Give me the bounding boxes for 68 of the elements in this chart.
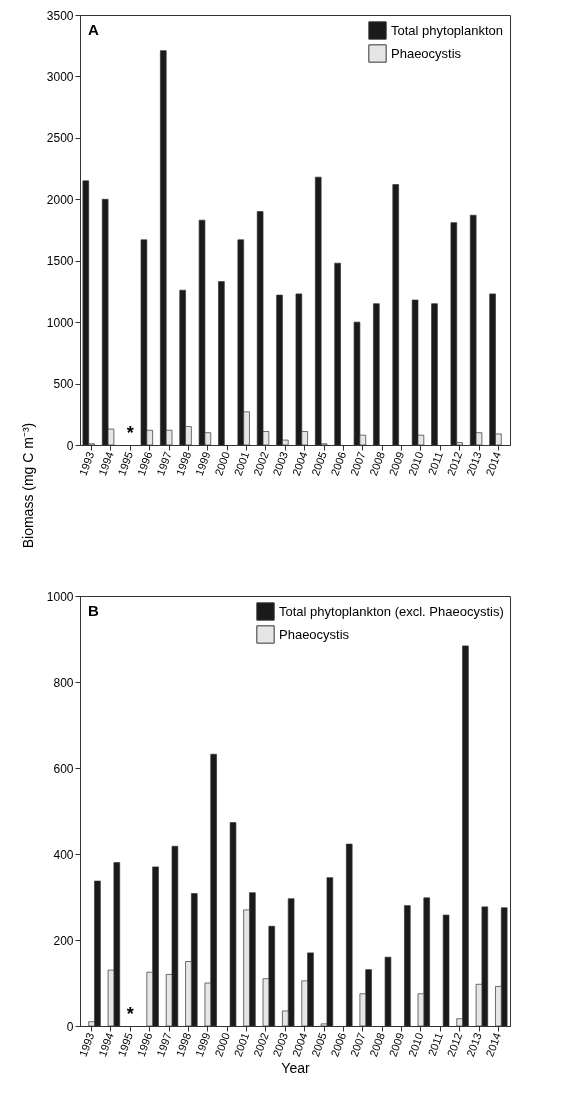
x-tick-label: 2000 [212, 450, 232, 478]
x-tick-label: 2009 [386, 450, 407, 478]
y-tick-label: 1000 [46, 315, 74, 330]
x-tick-label: 2008 [367, 1031, 387, 1059]
x-tick-label: 2012 [444, 450, 465, 478]
x-tick-label: 2009 [386, 1031, 407, 1059]
y-tick-label: 1500 [46, 254, 74, 269]
x-tick-label: 1994 [96, 1031, 116, 1059]
y-tick-label: 200 [53, 933, 74, 948]
x-tick-label: 2003 [270, 1031, 291, 1059]
x-tick-label: 1994 [96, 450, 116, 478]
x-tick-label: 2007 [347, 450, 368, 478]
chart-title: A [88, 21, 99, 38]
y-tick-label: 800 [53, 675, 74, 690]
annotation: * [126, 1004, 134, 1024]
x-tick-label: 2011 [425, 1031, 445, 1058]
x-tick-label: 1996 [134, 450, 155, 478]
x-tick-label: 1997 [154, 1031, 174, 1059]
y-tick-label: 2500 [46, 131, 74, 146]
y-tick-label: 1000 [46, 589, 74, 604]
x-tick-label: 2014 [483, 1031, 504, 1059]
legend-label: Total phytoplankton (excl. Phaeocystis) [279, 603, 504, 619]
x-tick-label: 1999 [192, 450, 213, 478]
y-tick-label: 3000 [46, 69, 74, 84]
x-tick-label: 2010 [405, 1031, 426, 1059]
x-tick-label: 1998 [173, 450, 194, 478]
x-tick-label: 2006 [328, 450, 349, 478]
x-tick-label: 2007 [347, 1031, 368, 1059]
x-tick-label: 1993 [76, 1031, 97, 1059]
x-tick-label: 2001 [231, 1031, 252, 1059]
y-axis-title: Biomass (mg C m⁻³) [19, 422, 36, 549]
x-tick-label: 2005 [309, 450, 329, 478]
x-tick-label: 2004 [289, 1031, 310, 1059]
x-tick-label: 1998 [173, 1031, 194, 1059]
x-tick-label: 2014 [483, 450, 504, 478]
x-axis-title: Year [281, 1060, 310, 1077]
y-tick-label: 500 [53, 377, 74, 392]
x-tick-label: 2006 [328, 1031, 349, 1059]
x-tick-label: 1995 [115, 1031, 136, 1059]
y-tick-label: 600 [53, 761, 74, 776]
y-tick-label: 3500 [46, 8, 74, 23]
legend-label: Total phytoplankton [391, 22, 504, 38]
y-tick-label: 0 [66, 438, 74, 453]
x-tick-label: 2013 [464, 450, 484, 478]
x-tick-label: 1997 [154, 450, 174, 478]
x-tick-label: 2011 [425, 450, 445, 477]
chart-title: B [88, 602, 99, 619]
annotation: * [126, 423, 134, 443]
x-tick-label: 2002 [250, 1031, 271, 1059]
x-tick-label: 2004 [289, 450, 310, 478]
x-tick-label: 2003 [270, 450, 291, 478]
x-tick-label: 1996 [134, 1031, 155, 1059]
x-tick-label: 2001 [231, 450, 252, 478]
x-tick-label: 1999 [192, 1031, 213, 1059]
x-tick-label: 1995 [115, 450, 136, 478]
x-tick-label: 1993 [76, 450, 97, 478]
x-tick-label: 2008 [367, 450, 387, 478]
x-tick-label: 2005 [309, 1031, 329, 1059]
x-tick-label: 2002 [250, 450, 271, 478]
legend-label: Phaeocystis [279, 626, 350, 642]
x-tick-label: 2013 [464, 1031, 484, 1059]
y-tick-label: 2000 [46, 192, 74, 207]
x-tick-label: 2010 [405, 450, 426, 478]
legend-label: Phaeocystis [391, 45, 462, 61]
x-tick-label: 2012 [444, 1031, 465, 1059]
y-tick-label: 0 [66, 1019, 74, 1034]
y-tick-label: 400 [53, 847, 74, 862]
x-tick-label: 2000 [212, 1031, 232, 1059]
